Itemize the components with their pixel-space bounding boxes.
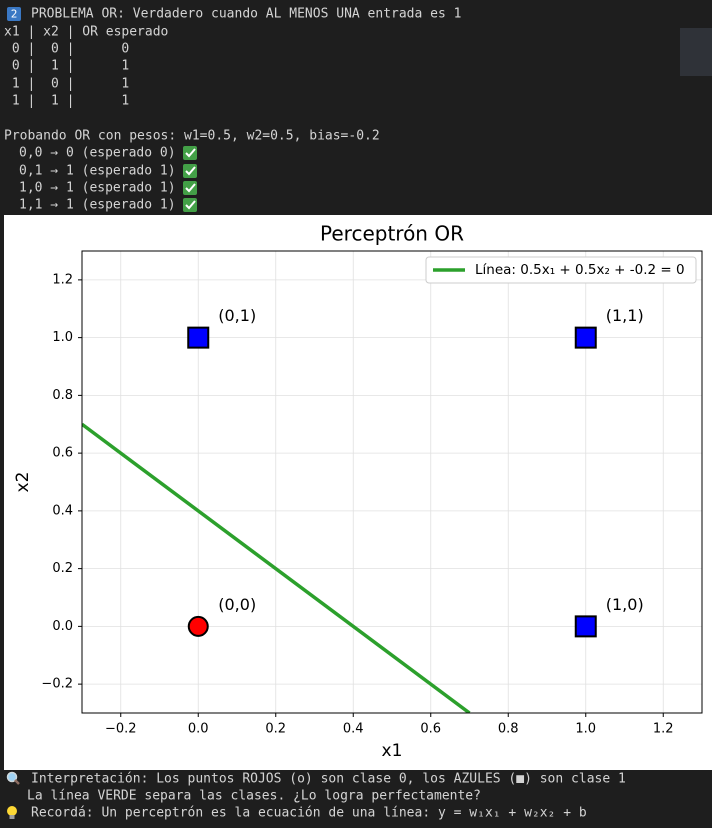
y-tick-label: 0.4: [52, 503, 73, 518]
check-box: [183, 198, 197, 212]
y-tick-label: 1.2: [52, 272, 73, 287]
x-tick-label: 0.4: [343, 722, 364, 737]
chart-title: Perceptrón OR: [320, 222, 464, 246]
point: [187, 326, 210, 349]
x-tick-label: 1.2: [653, 722, 674, 737]
x-tick-label: 1.0: [575, 722, 596, 737]
bulb-icon: [7, 806, 17, 819]
table-row: 0 | 1 | 1: [4, 59, 129, 74]
point: [574, 326, 597, 349]
annotation: (1,0): [606, 595, 644, 614]
point: [574, 615, 597, 638]
badge-box: [7, 7, 21, 21]
x-axis-label: x1: [382, 741, 403, 761]
y-axis-label: x2: [13, 472, 33, 493]
x-tick-label: 0.6: [420, 722, 441, 737]
test-line: 0,1 → 1 (esperado 1): [19, 164, 176, 179]
point: [187, 615, 209, 637]
boundary-line: [82, 422, 471, 713]
legend-box: [425, 256, 697, 284]
note: Interpretación: Los puntos ROJOS (o) son…: [31, 772, 626, 787]
annotation: (1,1): [606, 306, 644, 325]
table-header: x1 | x2 | OR esperado: [4, 25, 168, 40]
chart-panel: [4, 215, 712, 770]
test-line: 1,1 → 1 (esperado 1): [19, 198, 176, 213]
note: Recordá: Un perceptrón es la ecuación de…: [31, 806, 587, 821]
check-box: [183, 164, 197, 178]
y-tick-label: 0.0: [52, 619, 73, 634]
check-mark: [185, 200, 196, 210]
check-box: [183, 146, 197, 160]
table-row: 1 | 0 | 1: [4, 77, 129, 92]
check-mark: [185, 183, 196, 193]
note: La línea VERDE separa las clases. ¿Lo lo…: [27, 789, 481, 804]
test-title: Probando OR con pesos: w1=0.5, w2=0.5, b…: [4, 129, 380, 144]
y-tick-label: 1.0: [52, 330, 73, 345]
test-line: 0,0 → 0 (esperado 0): [19, 146, 176, 161]
y-tick-label: 0.8: [52, 388, 73, 403]
check-box: [183, 181, 197, 195]
badge: 2: [11, 8, 18, 21]
side-panel: [680, 28, 712, 76]
x-tick-label: 0.2: [265, 722, 286, 737]
y-tick-label: −0.2: [41, 677, 73, 692]
legend-label: Línea: 0.5x₁ + 0.5x₂ + -0.2 = 0: [475, 262, 685, 278]
test-line: 1,0 → 1 (esperado 1): [19, 181, 176, 196]
table-row: 0 | 0 | 0: [4, 42, 129, 57]
magnifier-icon: [6, 771, 20, 785]
check-mark: [185, 166, 196, 176]
header: PROBLEMA OR: Verdadero cuando AL MENOS U…: [31, 7, 461, 22]
plot-frame: [81, 250, 703, 714]
table-row: 1 | 1 | 1: [4, 94, 129, 109]
x-tick-label: 0.0: [188, 722, 209, 737]
x-tick-label: −0.2: [105, 722, 137, 737]
y-tick-label: 0.2: [52, 561, 73, 576]
check-mark: [185, 148, 196, 158]
y-tick-label: 0.6: [52, 446, 73, 461]
x-tick-label: 0.8: [498, 722, 519, 737]
annotation: (0,0): [218, 595, 256, 614]
annotation: (0,1): [218, 306, 256, 325]
